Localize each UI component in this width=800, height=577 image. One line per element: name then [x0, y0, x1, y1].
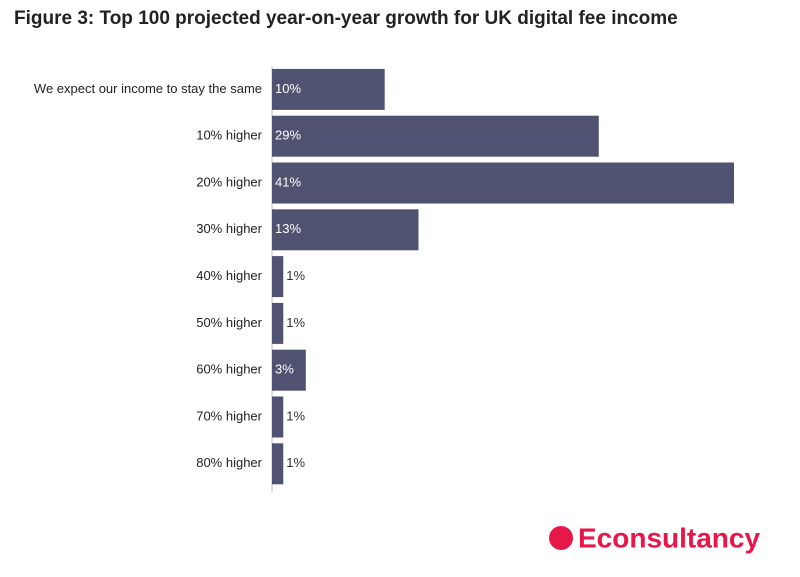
category-label: 20% higher [196, 174, 262, 189]
category-label: 80% higher [196, 455, 262, 470]
bar [272, 162, 734, 204]
chart-title: Figure 3: Top 100 projected year-on-year… [14, 8, 678, 29]
category-label: 50% higher [196, 315, 262, 330]
bar [272, 209, 419, 251]
value-label: 1% [286, 268, 305, 283]
logo-dot [549, 526, 573, 550]
category-label: We expect our income to stay the same [34, 81, 262, 96]
value-label: 10% [275, 81, 301, 96]
bar [272, 68, 385, 110]
bar [272, 115, 599, 157]
value-label: 41% [275, 174, 301, 189]
category-label: 60% higher [196, 362, 262, 377]
bar [272, 396, 284, 438]
value-label: 3% [275, 362, 294, 377]
bar [272, 443, 284, 485]
bar [272, 302, 284, 344]
category-label: 40% higher [196, 268, 262, 283]
category-label: 30% higher [196, 221, 262, 236]
category-label: 70% higher [196, 408, 262, 423]
value-label: 1% [286, 315, 305, 330]
bar [272, 256, 284, 298]
value-label: 1% [286, 408, 305, 423]
value-label: 29% [275, 128, 301, 143]
bar [272, 349, 306, 391]
value-label: 13% [275, 221, 301, 236]
category-label: 10% higher [196, 128, 262, 143]
brand-logo: Econsultancy [578, 522, 760, 553]
value-label: 1% [286, 455, 305, 470]
